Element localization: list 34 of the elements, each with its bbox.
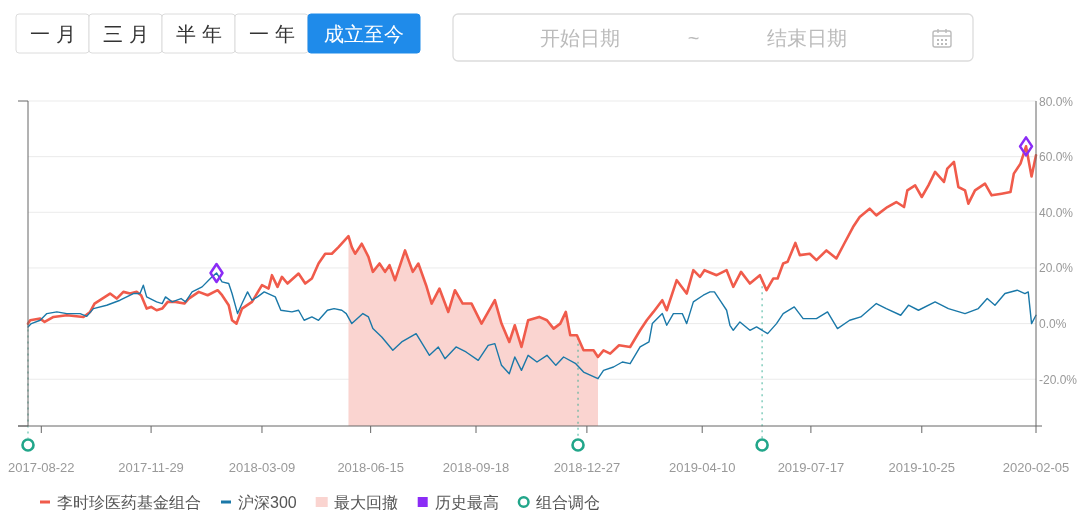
button: 三月 [88, 13, 163, 54]
text: ~ [687, 26, 700, 49]
category-label: 成立至今 [324, 22, 404, 45]
button: 一月 [15, 13, 90, 54]
category-label: 半年 [175, 22, 228, 45]
x-tick-label: 2019-07-17 [777, 460, 845, 475]
y-tick-label: 80.0% [1039, 94, 1074, 109]
text: 开始日期 [540, 26, 621, 49]
legend-label: 最大回撤 [333, 494, 398, 510]
x-tick-label: 2018-09-18 [442, 460, 510, 475]
y-tick-label: 40.0% [1039, 205, 1074, 220]
button: 一年 [234, 13, 309, 54]
x-tick-label: 2019-04-10 [668, 460, 736, 475]
text: 结束日期 [766, 26, 847, 49]
button: 半年 [161, 13, 236, 54]
x-tick-label: 2017-08-22 [8, 460, 75, 475]
legend-label: 沪深300 [238, 494, 297, 510]
y-tick-label: -20.0% [1039, 372, 1078, 387]
x-tick-label: 2018-03-09 [228, 460, 296, 475]
y-tick-label: 60.0% [1039, 150, 1074, 165]
legend-label: 历史最高 [434, 494, 499, 510]
legend-label: 组合调仓 [535, 494, 600, 510]
x-tick-label: 2018-06-15 [337, 460, 404, 475]
category-label: 一月 [29, 22, 82, 45]
category-label: 三月 [102, 22, 155, 45]
legend-label: 李时珍医药基金组合 [57, 494, 201, 510]
x-tick-label: 2019-10-25 [888, 460, 956, 475]
x-tick-label: 2018-12-27 [553, 460, 621, 475]
x-tick-label: 2017-11-29 [118, 460, 184, 475]
category-label: 一年 [248, 22, 301, 45]
x-tick-label: 2020-02-05 [1002, 460, 1070, 475]
y-tick-label: 20.0% [1039, 261, 1074, 276]
y-tick-label: 0.0% [1039, 317, 1067, 332]
button: 成立至今 [307, 13, 421, 54]
